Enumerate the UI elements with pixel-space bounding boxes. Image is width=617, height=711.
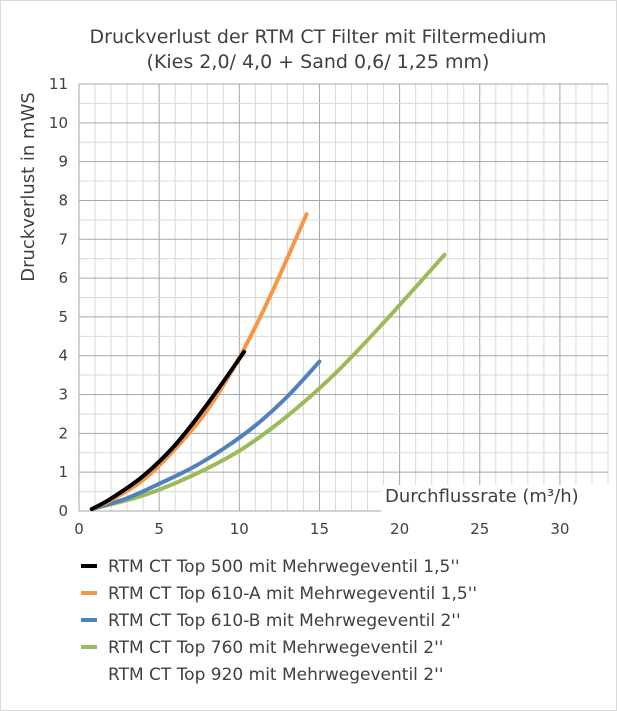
x-tick-label: 15 <box>310 520 329 538</box>
chart-title: Druckverlust der RTM CT Filter mit Filte… <box>90 26 547 48</box>
y-tick-label: 5 <box>58 308 68 326</box>
chart-series <box>89 212 447 512</box>
legend-label-3: RTM CT Top 610-B mit Mehrwegeventil 2'' <box>108 611 461 631</box>
legend-label-4: RTM CT Top 760 mit Mehrwegeventil 2'' <box>108 638 443 658</box>
chart-grid <box>78 83 609 512</box>
y-tick-label: 10 <box>49 114 68 132</box>
x-tick-label: 25 <box>470 520 489 538</box>
x-tick-label: 10 <box>230 520 249 538</box>
x-tick-label: 0 <box>74 520 84 538</box>
x-tick-label: 5 <box>154 520 164 538</box>
x-tick-label: 20 <box>390 520 409 538</box>
legend-label-5: RTM CT Top 920 mit Mehrwegeventil 2'' <box>108 665 443 685</box>
y-tick-label: 1 <box>58 463 68 481</box>
y-tick-label: 0 <box>58 502 68 520</box>
y-tick-label: 7 <box>58 230 68 248</box>
y-tick-label: 3 <box>58 386 68 404</box>
chart-subtitle: (Kies 2,0/ 4,0 + Sand 0,6/ 1,25 mm) <box>147 51 490 73</box>
x-tick-label: 30 <box>550 520 569 538</box>
x-axis-title: Durchflussrate (m³/h) <box>385 486 579 507</box>
y-tick-label: 9 <box>58 153 68 171</box>
x-axis-title-background <box>381 485 611 512</box>
series-line-3 <box>89 359 322 512</box>
x-tick-labels: 0 5 10 15 20 25 30 <box>74 520 569 538</box>
y-tick-label: 2 <box>58 424 68 442</box>
series-line-4 <box>89 252 447 512</box>
chart-legend: RTM CT Top 500 mit Mehrwegeventil 1,5'' R… <box>81 557 477 685</box>
series-line-1 <box>89 349 247 512</box>
legend-label-2: RTM CT Top 610-A mit Mehrwegeventil 1,5'… <box>108 584 477 604</box>
y-tick-label: 4 <box>58 347 68 365</box>
y-tick-label: 11 <box>49 75 68 93</box>
y-axis-title: Druckverlust in mWS <box>18 92 39 282</box>
y-tick-labels: 0 1 2 3 4 5 6 7 8 9 10 11 <box>49 75 68 520</box>
y-tick-label: 8 <box>58 191 68 209</box>
y-tick-label: 6 <box>58 269 68 287</box>
legend-label-1: RTM CT Top 500 mit Mehrwegeventil 1,5'' <box>108 557 460 577</box>
